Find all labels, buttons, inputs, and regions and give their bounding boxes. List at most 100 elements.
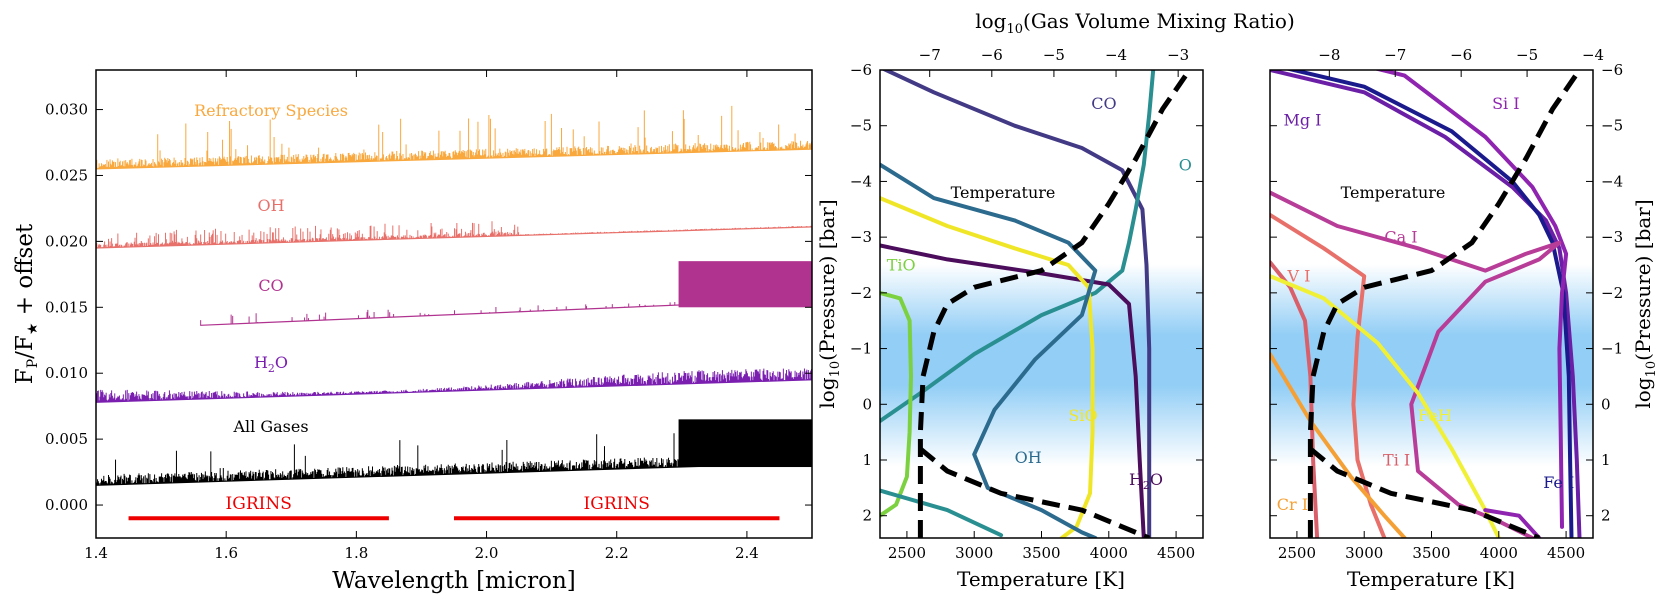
y-tick-label: −1 [1601, 340, 1623, 358]
x-tick-label: 3000 [955, 544, 993, 562]
top-x-tick-label: −6 [981, 46, 1003, 64]
label-si-i: Si I [1492, 94, 1519, 113]
profile-oh-low-teal [880, 488, 1004, 538]
x-tick-label: 1.8 [344, 544, 368, 562]
x-tick-label: 4500 [1157, 544, 1195, 562]
label-fe-i: Fe I [1543, 473, 1574, 492]
y-tick-label: −3 [1601, 228, 1623, 246]
igrins-label-0: IGRINS [226, 494, 292, 514]
label-cr-i: Cr I [1277, 495, 1308, 514]
x-tick-label: 2500 [1278, 544, 1316, 562]
profile-ca-i [1270, 190, 1562, 538]
top-axis-label: log10(Gas Volume Mixing Ratio) [975, 9, 1295, 37]
x-tick-label: 2.2 [605, 544, 629, 562]
x-tick-label: 3500 [1022, 544, 1060, 562]
top-x-tick-label: −7 [1384, 46, 1406, 64]
x-tick-label: 3500 [1412, 544, 1450, 562]
molecules-xlabel: Temperature [K] [957, 567, 1125, 591]
profile-si-low [1483, 508, 1542, 538]
top-x-tick-label: −5 [1043, 46, 1065, 64]
spectrum-xlabel: Wavelength [micron] [332, 568, 575, 594]
label-h2o: H2O [254, 353, 288, 375]
atoms-xlabel: Temperature [K] [1347, 567, 1515, 591]
top-x-tick-label: −8 [1318, 46, 1340, 64]
photosphere-band [880, 264, 1203, 467]
label-h2o: H2O [1129, 470, 1163, 492]
y-tick-label: −5 [1601, 117, 1623, 135]
spectrum-panel: 1.4 1.6 1.8 2.0 2.2 2.4 0.000 0.005 0.010 0.015 0.… [12, 69, 813, 594]
y-tick-label: −2 [850, 284, 872, 302]
y-tick-label: −4 [1601, 172, 1623, 190]
x-tick-label: 4000 [1480, 544, 1518, 562]
tp-panel-atoms: 2500 3000 3500 4000 4500 −8 −7 −6 −5 −4 2 1 0 −1 −2 −3 −… [1269, 46, 1659, 591]
atoms-temperature-label: Temperature [1341, 183, 1446, 202]
spectrum-baseline-0 [96, 148, 812, 170]
y-tick-label: −6 [1601, 61, 1623, 79]
spectrum-ylabel: FP/F★ + offset [12, 223, 41, 384]
y-tick-label: 0.000 [45, 496, 88, 514]
x-tick-label: 2.0 [475, 544, 499, 562]
y-tick-label: 0.025 [45, 166, 88, 184]
y-tick-label: −3 [850, 228, 872, 246]
y-tick-label: 0.005 [45, 430, 88, 448]
label-co: CO [258, 276, 283, 295]
label-oh: OH [1015, 448, 1042, 467]
x-tick-label: 2500 [888, 544, 926, 562]
igrins-label-1: IGRINS [584, 494, 650, 514]
profile-h2o [880, 243, 1146, 538]
temperature-profile [1307, 70, 1582, 538]
y-tick-label: 1 [862, 451, 872, 469]
profile-o [880, 70, 1156, 423]
spectrum-oh [96, 221, 812, 248]
spectrum-baseline-3 [96, 379, 812, 403]
profile-tio [880, 290, 913, 518]
y-tick-label: 2 [862, 507, 872, 525]
y-tick-label: 0.015 [45, 298, 88, 316]
label-ti-i: Ti I [1383, 451, 1410, 470]
y-tick-label: −2 [1601, 284, 1623, 302]
label-co: CO [1091, 94, 1116, 113]
profile-si-i [1373, 70, 1569, 529]
top-x-tick-label: −5 [1516, 46, 1538, 64]
label-sio: SiO [1068, 406, 1097, 425]
molecules-ylabel: log10(Pressure) [bar] [815, 199, 843, 408]
top-x-tick-label: −7 [919, 46, 941, 64]
x-tick-label: 4500 [1547, 544, 1585, 562]
label-ca-i: Ca I [1384, 228, 1417, 247]
spectrum-baseline-1 [96, 226, 812, 249]
profile-co [881, 70, 1152, 538]
top-x-tick-label: −6 [1450, 46, 1472, 64]
label-o: O [1179, 155, 1192, 174]
temperature-profile-deep [1308, 446, 1541, 538]
temperature-profile-deep [918, 446, 1151, 538]
y-tick-label: 1 [1601, 451, 1611, 469]
y-tick-label: 0 [1601, 395, 1611, 413]
profile-cr-i [1270, 352, 1407, 538]
x-tick-label: 4000 [1090, 544, 1128, 562]
top-x-tick-label: −4 [1105, 46, 1127, 64]
spectrum-h2o [96, 368, 812, 403]
y-tick-label: 2 [1601, 507, 1611, 525]
spectrum-frame [95, 69, 813, 539]
x-tick-label: 1.4 [84, 544, 108, 562]
label-mg-i: Mg I [1283, 111, 1321, 130]
bandhead-all-gases [678, 419, 812, 468]
label-refractory: Refractory Species [194, 101, 348, 120]
y-tick-label: −5 [850, 117, 872, 135]
tp-panel-molecules: 2500 3000 3500 4000 4500 −7 −6 −5 −4 −3 2 1 0 −1 −2 −3 −… [815, 46, 1204, 591]
label-all-gases: All Gases [232, 417, 308, 436]
top-x-tick-label: −4 [1582, 46, 1604, 64]
x-tick-label: 1.6 [214, 544, 238, 562]
y-tick-label: 0.030 [45, 101, 88, 119]
label-tio: TiO [887, 256, 916, 275]
profile-oh [880, 162, 1098, 538]
x-tick-label: 3000 [1345, 544, 1383, 562]
y-tick-label: −4 [850, 172, 872, 190]
profile-fe-i [1284, 70, 1574, 538]
y-tick-label: −1 [850, 340, 872, 358]
x-tick-label: 2.4 [735, 544, 759, 562]
temperature-profile [917, 70, 1192, 538]
label-oh: OH [257, 196, 284, 215]
y-tick-label: −6 [850, 61, 872, 79]
